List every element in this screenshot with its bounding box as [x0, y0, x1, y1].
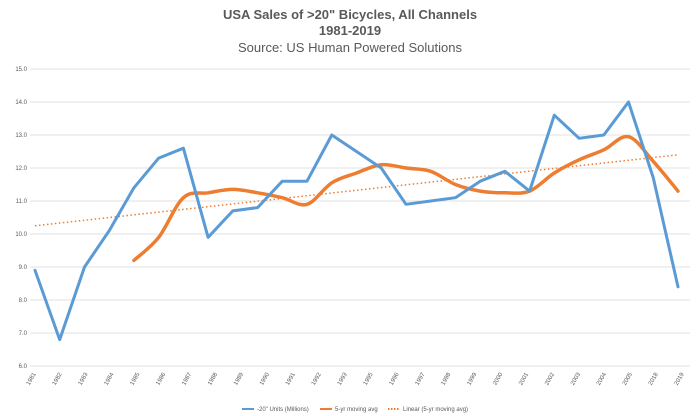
x-tick-label: 1996 — [389, 371, 401, 386]
x-tick-label: 1981 — [26, 371, 38, 386]
y-tick-label: 11.0 — [16, 199, 28, 205]
x-tick-label: 1983 — [78, 371, 90, 386]
y-tick-label: 15.0 — [15, 67, 27, 73]
legend-label: 5-yr moving avg — [335, 407, 378, 413]
y-tick-label: 12.0 — [15, 166, 27, 172]
x-tick-label: 2002 — [544, 371, 556, 386]
y-axis: 6.0 7.0 8.0 9.0 10.0 11.0 12.0 13.0 14.0 15.0 — [15, 67, 27, 370]
x-tick-label: 2019 — [674, 371, 686, 386]
x-tick-label: 2004 — [596, 371, 608, 386]
x-tick-label: 1986 — [155, 371, 167, 386]
x-tick-label: 1984 — [104, 371, 116, 386]
x-tick-label: 1993 — [337, 371, 349, 386]
x-tick-label: 1992 — [311, 371, 323, 386]
x-tick-label: 2003 — [570, 371, 582, 386]
units-line — [33, 100, 680, 342]
x-tick-label: 1987 — [181, 371, 193, 386]
x-tick-label: 1995 — [363, 371, 375, 386]
y-tick-label: 7.0 — [19, 331, 28, 337]
legend-label: -20" Units (Millions) — [257, 407, 309, 413]
legend-label: Linear (5-yr moving avg) — [403, 407, 468, 413]
y-tick-label: 9.0 — [19, 265, 28, 271]
x-tick-label: 2018 — [648, 371, 660, 386]
x-tick-label: 1991 — [285, 371, 297, 386]
x-tick-label: 1989 — [233, 371, 245, 386]
x-axis: 1981 1982 1983 1984 1985 1986 1987 1988 1989 1990… — [26, 371, 686, 386]
x-tick-label: 2005 — [622, 371, 634, 386]
y-tick-label: 10.0 — [15, 232, 27, 238]
series-layer — [33, 100, 680, 342]
x-tick-label: 1997 — [415, 371, 427, 386]
gridlines — [30, 68, 690, 367]
x-tick-label: 1988 — [207, 371, 219, 386]
y-tick-label: 6.0 — [19, 364, 28, 370]
y-tick-label: 14.0 — [15, 100, 27, 106]
x-tick-label: 1998 — [441, 371, 453, 386]
moving-avg-line — [132, 134, 680, 263]
chart-subtitle: 1981-2019 — [319, 23, 381, 38]
x-tick-label: 1999 — [466, 371, 478, 386]
x-tick-label: 1990 — [259, 371, 271, 386]
chart-title: USA Sales of >20" Bicycles, All Channels — [223, 7, 477, 22]
x-tick-label: 2001 — [518, 371, 530, 386]
y-tick-label: 8.0 — [19, 298, 28, 304]
legend: -20" Units (Millions) 5-yr moving avg Line… — [242, 407, 468, 413]
y-tick-label: 13.0 — [15, 133, 27, 139]
x-tick-label: 1982 — [52, 371, 64, 386]
x-tick-label: 1985 — [130, 371, 142, 386]
x-tick-label: 2000 — [492, 371, 504, 386]
chart-source: Source: US Human Powered Solutions — [238, 40, 463, 55]
